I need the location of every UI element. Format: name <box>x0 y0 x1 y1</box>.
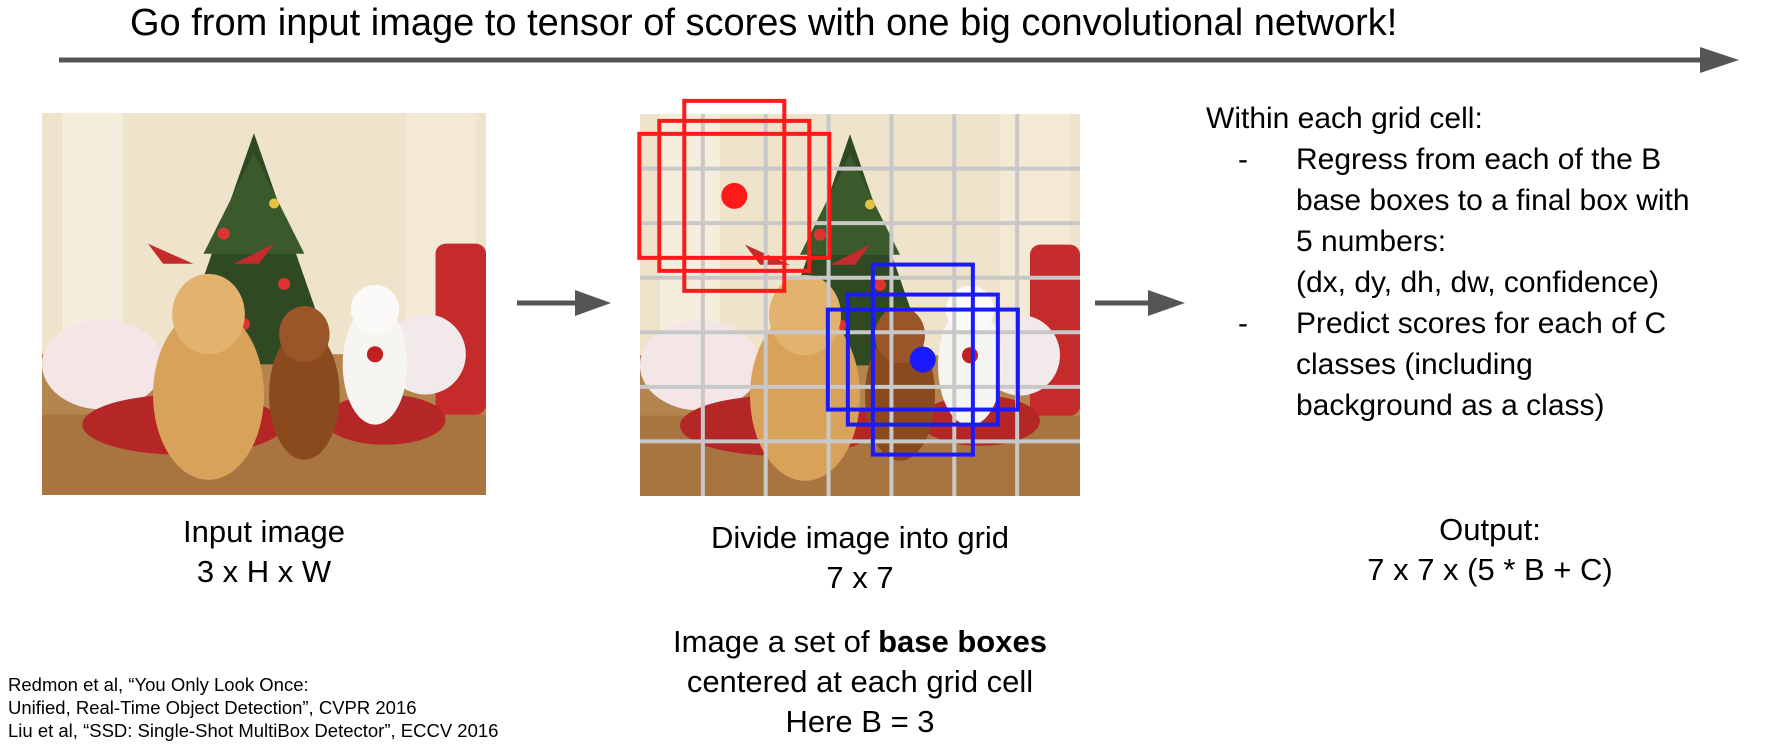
bullet1-line: (dx, dy, dh, dw, confidence) <box>1296 266 1659 299</box>
base-box-red <box>657 118 812 273</box>
note-prefix: Image a set of <box>673 624 879 659</box>
input-caption: Input image 3 x H x W <box>114 512 414 592</box>
bullet-dash: - <box>1238 307 1248 340</box>
grid-cell-center-red <box>721 182 748 209</box>
input-label: Input image <box>183 514 345 549</box>
grid-caption: Divide image into grid 7 x 7 <box>640 518 1080 598</box>
input-image <box>42 113 486 495</box>
base-box-red <box>682 98 787 293</box>
base-box-note: Image a set of base boxes centered at ea… <box>600 622 1120 742</box>
grid-image <box>637 98 1080 496</box>
base-box-red <box>637 131 832 260</box>
references: Redmon et al, “You Only Look Once: Unifi… <box>8 673 498 742</box>
reference-line: Liu et al, “SSD: Single-Shot MultiBox De… <box>8 720 499 741</box>
reference-line: Unified, Real-Time Object Detection”, CV… <box>8 697 417 718</box>
bullet2-line: classes (including <box>1296 348 1533 381</box>
grid-dims: 7 x 7 <box>826 560 894 595</box>
output-caption: Output: 7 x 7 x (5 * B + C) <box>1300 510 1680 590</box>
bullet2-line: background as a class) <box>1296 389 1605 422</box>
note-line3: Here B = 3 <box>785 704 935 739</box>
base-box-blue <box>825 307 1020 412</box>
arrow-to-output <box>1095 290 1185 316</box>
arrow-to-grid <box>517 290 611 316</box>
bullet-scores: - Predict scores for each of C classes (… <box>1206 303 1766 426</box>
bullet2-line: Predict scores for each of C <box>1296 307 1667 340</box>
base-box-blue <box>870 262 975 457</box>
main-arrow <box>59 47 1739 73</box>
bullet1-line: base boxes to a final box with <box>1296 184 1690 217</box>
explanation-heading: Within each grid cell: <box>1206 102 1483 135</box>
bullet1-line: Regress from each of the B <box>1296 143 1662 176</box>
reference-line: Redmon et al, “You Only Look Once: <box>8 674 309 695</box>
explanation: Within each grid cell: - Regress from ea… <box>1206 98 1766 426</box>
base-box-blue <box>845 292 1000 427</box>
output-label: Output: <box>1439 512 1541 547</box>
bullet-regress: - Regress from each of the B base boxes … <box>1206 139 1766 303</box>
input-dims: 3 x H x W <box>196 554 332 589</box>
output-formula: 7 x 7 x (5 * B + C) <box>1367 552 1613 587</box>
note-line2: centered at each grid cell <box>686 664 1034 699</box>
bullet-dash: - <box>1238 143 1248 176</box>
note-bold: base boxes <box>878 624 1047 659</box>
grid-cell-center-blue <box>909 346 936 373</box>
slide-title: Go from input image to tensor of scores … <box>130 2 1398 44</box>
grid-label: Divide image into grid <box>710 520 1010 555</box>
bullet1-line: 5 numbers: <box>1296 225 1447 258</box>
